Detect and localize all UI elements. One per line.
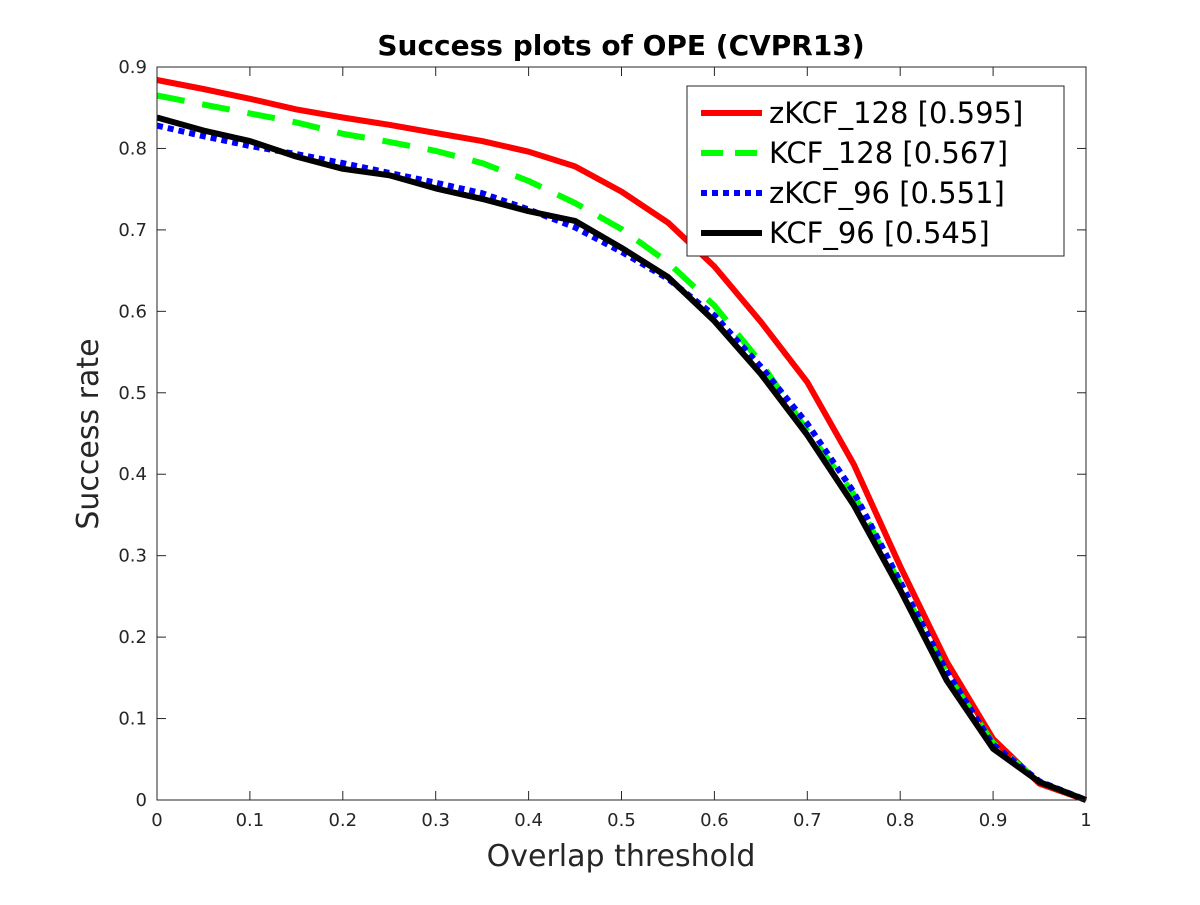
series-lines — [156, 77, 1088, 803]
x-tick-label: 0.9 — [979, 810, 1008, 831]
y-tick-label: 0.2 — [118, 627, 147, 648]
x-tick-label: 0.7 — [793, 810, 822, 831]
y-tick-label: 0 — [136, 790, 147, 811]
y-tick-label: 0.7 — [118, 220, 147, 241]
chart-title: Success plots of OPE (CVPR13) — [377, 29, 864, 62]
x-tick-label: 0.8 — [886, 810, 915, 831]
plot-area-frame — [156, 66, 1087, 801]
x-tick-label: 0.4 — [514, 810, 543, 831]
x-tick-label: 1 — [1080, 810, 1091, 831]
y-tick-label: 0.1 — [118, 709, 147, 730]
x-tick-label: 0.2 — [328, 810, 357, 831]
y-tick-label: 0.3 — [118, 546, 147, 567]
legend-label-2: KCF_128 [0.567] — [769, 136, 1008, 170]
y-tick-label: 0.8 — [118, 138, 147, 159]
x-tick-label: 0.5 — [607, 810, 636, 831]
x-tick-label: 0.3 — [421, 810, 450, 831]
y-axis-label: Success rate — [71, 338, 106, 529]
y-tick-label: 0.9 — [118, 57, 147, 78]
x-axis-label: Overlap threshold — [487, 839, 756, 874]
axis-ticks: 0 0.1 0.2 0.3 0.4 0.5 0.6 0.7 0.8 0.9 1 0 0.1 0.2 0.3 0… — [118, 57, 1091, 831]
series-line-3 — [156, 122, 1088, 803]
legend-label-3: zKCF_96 [0.551] — [769, 176, 1005, 210]
series-line-2 — [156, 92, 1088, 803]
legend-label-1: zKCF_128 [0.595] — [769, 96, 1023, 130]
series-line-1 — [156, 77, 1087, 803]
x-tick-label: 0.6 — [700, 810, 729, 831]
x-tick-label: 0 — [151, 810, 162, 831]
y-tick-label: 0.4 — [118, 464, 147, 485]
series-line-4 — [156, 114, 1088, 803]
x-tick-label: 0.1 — [236, 810, 265, 831]
y-tick-label: 0.5 — [118, 383, 147, 404]
legend-label-4: KCF_96 [0.545] — [769, 216, 990, 250]
y-tick-label: 0.6 — [118, 301, 147, 322]
legend: zKCF_128 [0.595] KCF_128 [0.567] zKCF_96 [… — [686, 85, 1065, 257]
